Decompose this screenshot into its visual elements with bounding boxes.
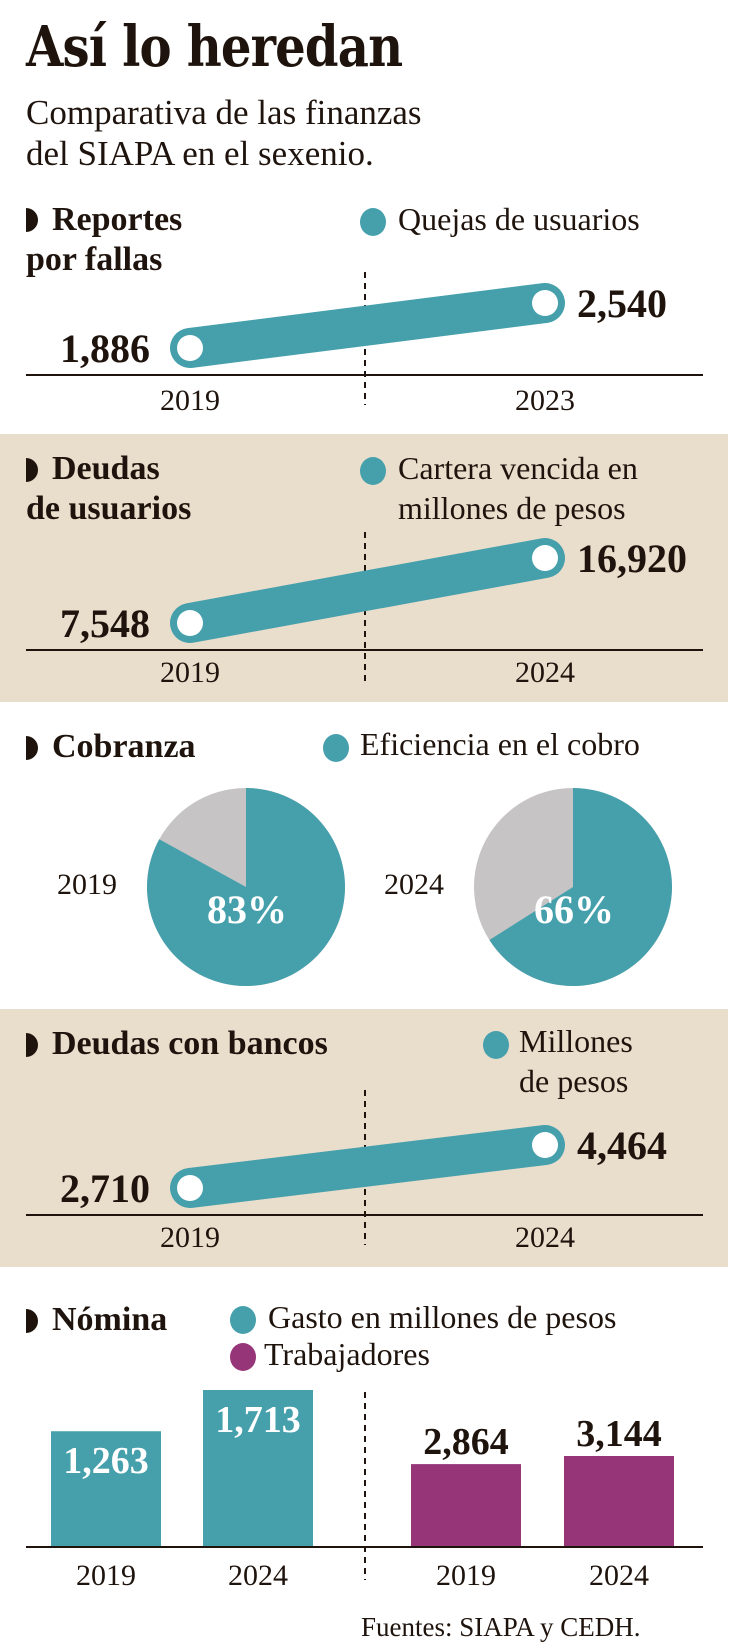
bar-trabajadores (411, 1464, 521, 1547)
slope-pill-bar (170, 1125, 565, 1208)
circle-dot-icon (483, 1031, 509, 1059)
data-point-marker (532, 290, 558, 316)
half-circle-bullet-icon (26, 208, 38, 232)
half-circle-bullet-icon (26, 1033, 38, 1057)
half-circle-bullet-icon (26, 1309, 38, 1333)
data-label-start: 7,548 (60, 601, 150, 646)
data-point-marker (532, 1132, 558, 1158)
circle-dot-icon (323, 734, 349, 762)
data-point-marker (177, 1175, 203, 1201)
pie-slice-value (489, 788, 672, 986)
legend-label: Eficiencia en el cobro (360, 726, 640, 762)
x-tick-label: 2019 (160, 384, 220, 417)
circle-dot-icon (360, 208, 386, 236)
pie-year-label: 2024 (384, 868, 444, 901)
x-tick-label: 2024 (515, 1221, 575, 1254)
circle-dot-icon (360, 457, 386, 485)
x-tick-label: 2019 (76, 1559, 136, 1592)
legend-label: Millones (519, 1023, 633, 1059)
subtitle-line-1: Comparativa de las finanzas (26, 93, 422, 132)
data-point-marker (177, 335, 203, 361)
section-title: Reportes (52, 201, 183, 238)
x-tick-label: 2019 (436, 1559, 496, 1592)
circle-dot-icon (230, 1306, 256, 1334)
pie-slice-value (146, 788, 345, 986)
x-tick-label: 2019 (160, 656, 220, 689)
bar-gasto (51, 1431, 161, 1547)
data-label-end: 2,540 (577, 281, 667, 326)
section-title-line-2: por fallas (26, 241, 163, 278)
pie-year-label: 2019 (57, 868, 117, 901)
bar-value-label: 3,144 (576, 1413, 662, 1455)
legend-label: Cartera vencida en (398, 450, 638, 486)
section-title: Deudas (52, 450, 160, 487)
section-title-line-2: de usuarios (26, 490, 192, 527)
legend-label-line-2: de pesos (519, 1063, 629, 1099)
source-note: Fuentes: SIAPA y CEDH. (361, 1612, 641, 1642)
legend-label-line-2: millones de pesos (398, 490, 626, 526)
pie-value-label: 83% (207, 887, 287, 932)
page-title: Así lo heredan (26, 14, 403, 80)
data-label-start: 1,886 (60, 326, 150, 371)
legend-label: Quejas de usuarios (398, 201, 640, 237)
circle-dot-icon (230, 1343, 256, 1371)
section-title: Cobranza (52, 728, 196, 765)
bar-trabajadores (564, 1456, 674, 1547)
x-tick-label: 2019 (160, 1221, 220, 1254)
legend-label: Gasto en millones de pesos (268, 1299, 617, 1335)
data-point-marker (177, 610, 203, 636)
data-label-end: 4,464 (577, 1123, 667, 1168)
data-label-end: 16,920 (577, 536, 687, 581)
slope-pill-bar (170, 538, 565, 643)
half-circle-bullet-icon (26, 458, 38, 482)
subtitle-line-2: del SIAPA en el sexenio. (26, 134, 374, 173)
x-tick-label: 2023 (515, 384, 575, 417)
legend-label: Trabajadores (264, 1336, 430, 1372)
bar-value-label: 1,263 (63, 1440, 149, 1482)
half-circle-bullet-icon (26, 736, 38, 760)
section-title: Deudas con bancos (52, 1025, 328, 1062)
data-point-marker (532, 545, 558, 571)
x-tick-label: 2024 (228, 1559, 288, 1592)
x-tick-label: 2024 (589, 1559, 649, 1592)
pie-value-label: 66% (534, 887, 614, 932)
slope-pill-bar (170, 283, 565, 368)
bar-value-label: 1,713 (215, 1399, 301, 1441)
x-tick-label: 2024 (515, 656, 575, 689)
data-label-start: 2,710 (60, 1166, 150, 1211)
bar-gasto (203, 1390, 313, 1547)
section-title: Nómina (52, 1301, 168, 1338)
bar-value-label: 2,864 (423, 1421, 509, 1463)
